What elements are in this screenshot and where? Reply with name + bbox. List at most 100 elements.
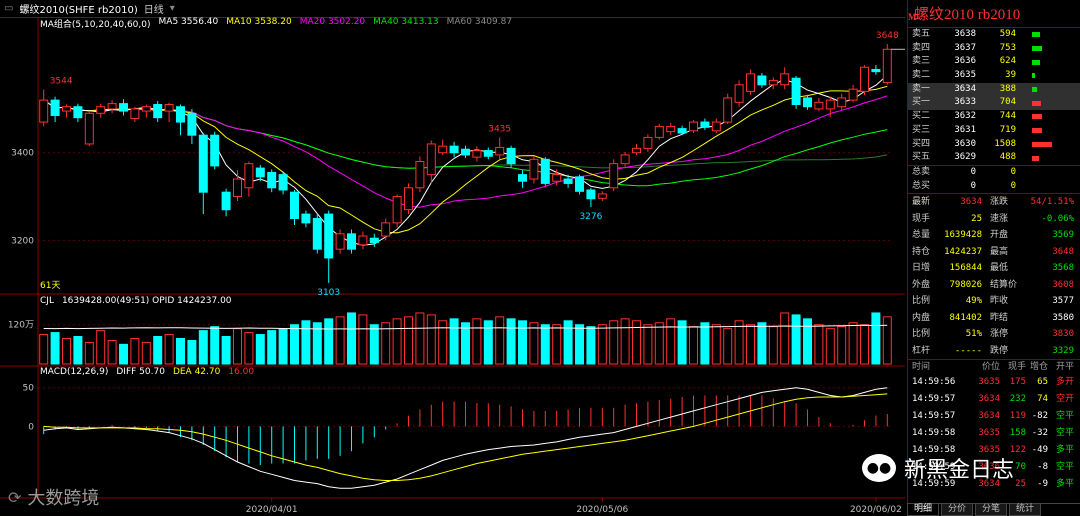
period-selector[interactable]: 日线 [143,5,164,16]
kline-chart[interactable]: 3400 3200 61天 3544 3435 3103 3276 3648 120万 50 0 20… [0,18,905,516]
candle-body [483,150,493,157]
stat-value: 3329 [1052,345,1074,356]
volume-bar [176,337,185,365]
asks-row[interactable]: 卖四 3637 753 [908,42,1080,56]
asks-row[interactable]: 卖一 3634 388 [908,82,1080,97]
order-level-label: 买四 [912,138,931,149]
tick-volume: 175 [1009,377,1026,388]
ma5-line [43,74,888,246]
stat-label: 涨停 [990,329,1009,340]
period-dropdown-icon[interactable]: ▾ [169,3,175,14]
watermark-left: ⟳ 大数跨境 [8,484,99,510]
volume-bar [563,320,573,365]
tab-3[interactable]: 统计 [1009,504,1042,516]
volume-bar [449,318,459,365]
tab-0[interactable]: 明细 [907,504,940,516]
bids-row[interactable]: 买五 3629 488 [908,151,1080,165]
tick-list[interactable]: 14:59:56 3635 175 65 多开 14:59:57 3634 232 74 空开 14… [908,374,1080,493]
volume-bar [119,343,128,365]
tick-row[interactable]: 14:59:58 3635 122 -49 多平 [908,442,1080,459]
asks-row[interactable]: 卖二 3635 39 [908,69,1080,83]
detail-tabs: 明细 分价 分笔 统计 [907,503,1080,516]
stat-value: 1639428 [944,230,982,241]
annot-low2: 3276 [579,212,602,222]
order-level-label: 卖二 [912,70,931,81]
tab-2[interactable]: 分笔 [975,504,1008,516]
order-volume: 719 [999,124,1016,135]
stat-value: 3580 [1052,312,1074,323]
stat-label: 比例 [912,296,931,307]
candle-body [518,174,527,182]
volume-bar [244,332,254,365]
totals-row[interactable]: 总卖 0 0 [908,166,1080,180]
volume-bar [529,322,539,365]
tick-row[interactable]: 14:59:58 3635 158 -32 空平 [908,425,1080,442]
candle-body [96,106,106,114]
stat-value: 841402 [949,312,982,323]
window-menu-icon[interactable]: ▭ [4,3,14,14]
candle-body [689,121,698,132]
candle-body [654,125,664,138]
volume-bar [632,320,641,365]
candle-body [290,191,299,219]
macd-label[interactable]: MACD(12,26,9) [40,367,109,377]
annot-last: 3648 [876,31,899,41]
tick-row[interactable]: 14:59:59 3634 25 -9 多平 [908,476,1080,493]
candle-body [130,108,140,120]
volume-legend: CJL 1639428.00(49:51) OPID 1424237.00 [40,296,232,306]
order-level-label: 卖三 [912,56,931,67]
order-volume: 488 [999,152,1016,163]
tick-volume: 25 [1015,479,1026,490]
asks-row[interactable]: 卖五 3638 594 [908,28,1080,42]
volume-bar [575,324,584,365]
tick-row[interactable]: 14:59:59 3636 70 -8 空平 [908,459,1080,476]
ma-group-label[interactable]: MA组合(5,10,20,40,60,0) [40,20,151,30]
candle-body [472,150,482,158]
stat-label: 结算价 [990,279,1018,290]
stat-value: 25 [971,213,982,224]
order-price: 3631 [954,124,976,135]
candle-body [734,84,744,103]
tick-row[interactable]: 14:59:57 3634 232 74 空开 [908,391,1080,408]
bids-depth-bar [1032,141,1052,147]
volume-bar [278,328,288,365]
tick-oi-change: -8 [1037,462,1048,473]
candle-body [426,143,436,176]
candle-body [529,158,539,180]
candle-body [50,99,60,116]
ask-book: 卖五 3638 594 卖四 3637 753 卖三 3636 624 卖二 3635 39 卖一 363… [908,28,1080,97]
day-count-label: 61天 [40,281,60,291]
price-tick-label: 3200 [11,236,34,246]
tick-price: 3636 [978,462,1000,473]
totals-row[interactable]: 总买 0 0 [908,180,1080,194]
tick-row[interactable]: 14:59:56 3635 175 65 多开 [908,374,1080,391]
bids-depth-bar [1032,128,1042,134]
bids-row[interactable]: 买二 3632 744 [908,110,1080,124]
volume-bar [620,318,630,365]
volume-bar [860,324,869,365]
volume-bar [495,316,505,365]
asks-depth-bar [1032,73,1035,79]
tab-1[interactable]: 分价 [941,504,974,516]
bids-row[interactable]: 买四 3630 1508 [908,138,1080,152]
ma-legend: MA组合(5,10,20,40,60,0) MA5 3556.40 MA10 3… [40,17,512,30]
stat-row: 日增 156844 最低 3568 [908,260,1080,277]
tick-time: 14:59:57 [912,411,956,422]
stat-label: 涨跌 [990,197,1009,208]
tick-time: 14:59:57 [912,394,956,405]
stat-label: 日增 [912,263,931,274]
tick-price: 3634 [978,479,1000,490]
volume-bar [312,322,322,365]
volume-bar [803,318,812,365]
asks-row[interactable]: 卖三 3636 624 [908,55,1080,69]
tick-oi-change: 65 [1037,377,1048,388]
bids-row[interactable]: 买三 3631 719 [908,124,1080,138]
volume-bar [415,312,425,365]
stat-label: 杠杆 [912,345,931,356]
candle-body [632,147,641,154]
bids-row[interactable]: 买一 3633 704 [908,96,1080,111]
candle-body [119,103,128,112]
order-level-label: 卖一 [912,83,931,94]
tick-row[interactable]: 14:59:57 3634 119 -82 空平 [908,408,1080,425]
volume-label[interactable]: CJL [40,296,54,306]
